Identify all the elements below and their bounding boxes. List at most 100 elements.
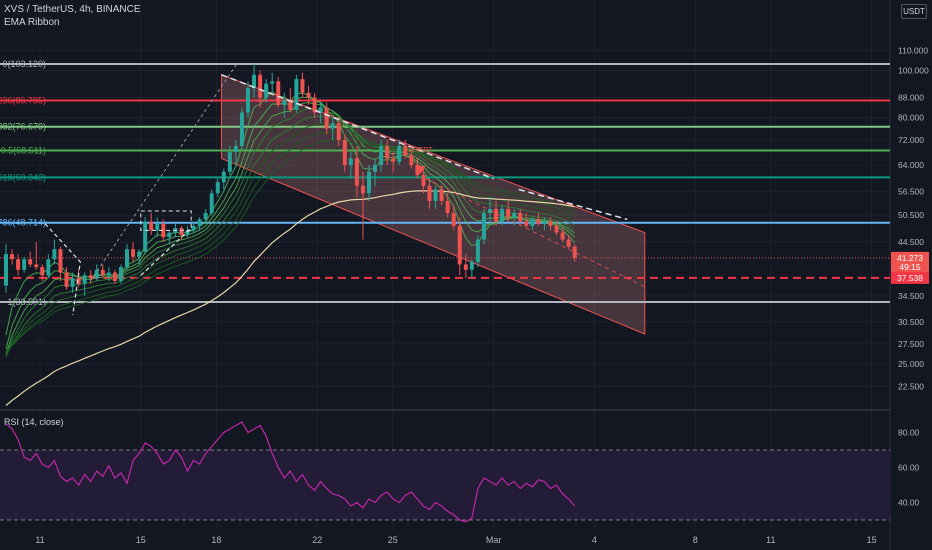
candle-body <box>330 123 335 129</box>
candle-body <box>367 171 371 194</box>
candle-body <box>318 107 323 113</box>
fib-label: 1(33.501) <box>7 297 46 307</box>
candle-body <box>149 221 154 231</box>
candle-body <box>469 261 474 270</box>
candle-body <box>209 193 214 214</box>
candle-body <box>463 264 468 270</box>
price-tick-label: 27.500 <box>898 339 924 349</box>
candle-body <box>70 278 75 287</box>
candle-body <box>118 267 123 281</box>
fib-label: 0.5(68.511) <box>1 146 46 156</box>
candle-body <box>548 221 553 226</box>
price-tick-label: 110.000 <box>898 45 928 55</box>
price-tick-label: 88.000 <box>898 93 924 103</box>
support-value: 37.538 <box>897 273 923 283</box>
grid-lines <box>0 0 891 550</box>
price-tick-label: 25.000 <box>898 359 924 369</box>
candle-body <box>518 213 523 222</box>
candle-body <box>475 239 480 262</box>
currency-badge[interactable]: USDT <box>901 4 927 19</box>
candle-body <box>125 249 129 268</box>
candle-body <box>185 230 190 235</box>
time-tick-label: 8 <box>693 535 698 545</box>
indicator-label[interactable]: EMA Ribbon <box>4 17 60 28</box>
price-tick-label: 72.000 <box>898 135 924 145</box>
candle-body <box>360 185 365 194</box>
candle-body <box>415 164 420 176</box>
rsi-tick-label: 80.00 <box>898 428 920 438</box>
ema-ribbon-line <box>5 108 575 357</box>
time-tick-label: 4 <box>592 535 597 545</box>
candle-body <box>566 239 571 247</box>
candle-body <box>294 79 299 110</box>
ema-ribbon-line <box>5 139 575 352</box>
candle-body <box>143 221 148 252</box>
candle-body <box>542 221 547 224</box>
candle-body <box>494 208 499 222</box>
rsi-series <box>5 421 576 523</box>
candle-body <box>506 208 511 218</box>
candle-body <box>530 219 535 226</box>
candle-body <box>397 146 402 162</box>
short-annotation: SHORT <box>408 147 433 154</box>
candle-body <box>4 254 8 286</box>
target-path <box>425 178 646 288</box>
fib-label: 0.618(60.343) <box>0 172 46 182</box>
candle-body <box>536 219 541 224</box>
candle-body <box>500 208 505 222</box>
symbol-title[interactable]: XVS / TetherUS, 4h, BINANCE <box>4 4 141 15</box>
candle-body <box>354 158 359 186</box>
fibonacci-levels: 0(103.120) 0.236(86.785) 0.382(76.679) 0.5(… <box>0 59 890 307</box>
time-tick-label: 15 <box>136 535 146 545</box>
candle-body <box>100 269 105 276</box>
fib-label: 0(103.120) <box>2 59 46 69</box>
last-price-value: 41.273 <box>897 253 923 263</box>
candle-body <box>88 275 93 279</box>
resistance-trendline <box>518 188 628 221</box>
candle-body <box>131 249 136 257</box>
candle-body <box>155 223 160 231</box>
candle-body <box>94 269 99 279</box>
time-tick-label: 25 <box>388 535 398 545</box>
candle-body <box>409 155 414 165</box>
candle-body <box>481 213 486 240</box>
candle-body <box>572 246 577 258</box>
short-arrow-icon <box>415 165 426 174</box>
long-ma-line <box>5 190 575 406</box>
candle-body <box>421 175 426 186</box>
price-tick-label: 34.500 <box>898 291 924 301</box>
candle-body <box>324 107 329 129</box>
candle-body <box>258 74 263 98</box>
candle-body <box>64 272 69 287</box>
candlesticks <box>4 64 577 296</box>
candle-body <box>306 92 311 98</box>
candle-body <box>282 99 287 105</box>
candle-body <box>221 171 226 183</box>
ema-ribbon-line <box>5 131 575 355</box>
price-tick-label: 64.000 <box>898 160 924 170</box>
candle-body <box>203 213 208 220</box>
fib-label: 0.786(48.714) <box>0 218 46 228</box>
candle-body <box>215 182 220 194</box>
candle-body <box>197 219 202 226</box>
candle-body <box>276 81 281 105</box>
descending-channel <box>220 74 646 335</box>
candle-body <box>560 232 565 240</box>
fib-label: 0.382(76.679) <box>0 122 46 132</box>
channel-fill <box>220 74 646 335</box>
trend-line <box>140 227 192 276</box>
time-tick-label: 11 <box>766 535 775 545</box>
candle-body <box>427 185 432 201</box>
time-tick-label: 18 <box>211 535 221 545</box>
axes: 110.000 100.000 88.000 80.000 72.000 64.000 56… <box>35 45 929 545</box>
consolidation-box <box>140 210 192 231</box>
candle-body <box>246 88 250 113</box>
rsi-line: RSI (14, close) <box>4 417 576 523</box>
candle-body <box>348 158 353 165</box>
fib-label: 0.236(86.785) <box>0 96 46 106</box>
ema-ribbon-line <box>5 115 575 357</box>
candle-body <box>554 225 559 233</box>
rsi-tick-label: 40.00 <box>898 498 920 508</box>
candle-body <box>191 225 196 231</box>
